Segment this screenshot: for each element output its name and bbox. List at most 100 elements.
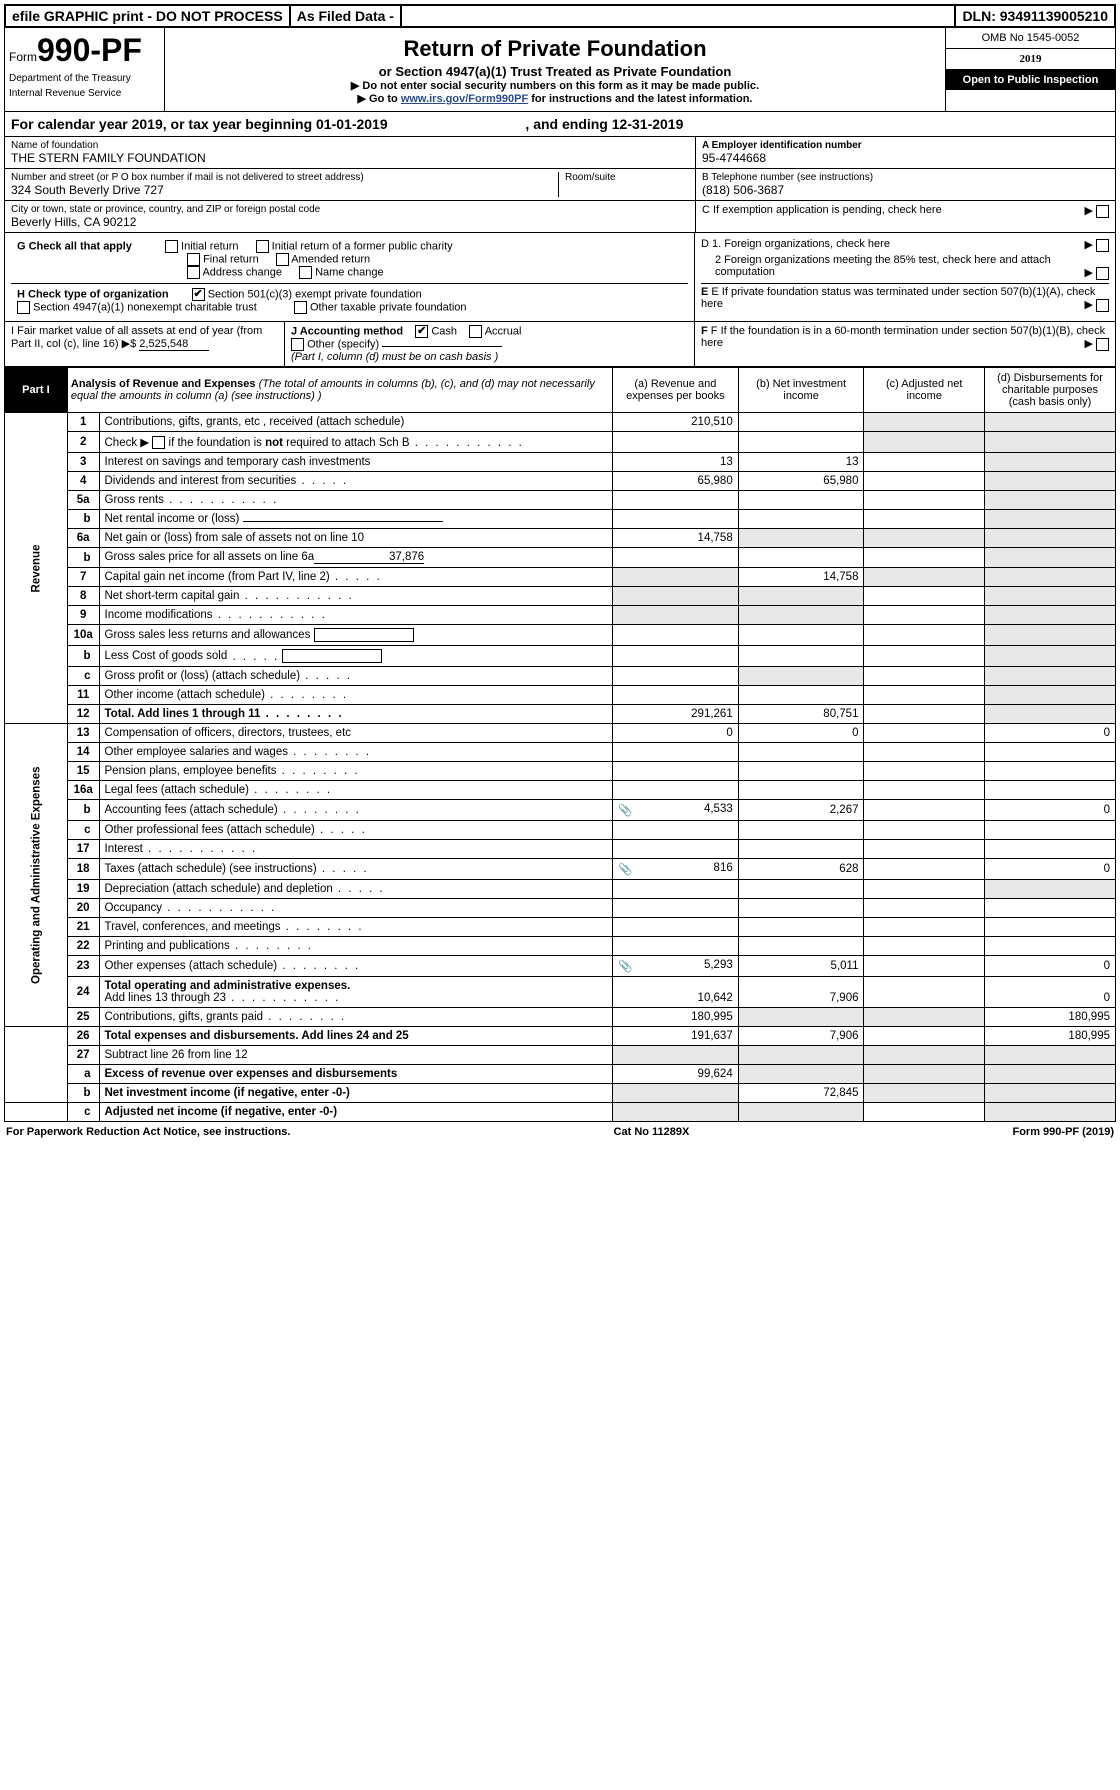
g-former-cb[interactable] xyxy=(256,240,269,253)
row-6a-a: 14,758 xyxy=(612,529,738,548)
g-final-cb[interactable] xyxy=(187,253,200,266)
e-cb[interactable] xyxy=(1096,299,1109,312)
instr-ssn: ▶ Do not enter social security numbers o… xyxy=(171,79,939,92)
form-header: Form990-PF Department of the Treasury In… xyxy=(4,28,1116,112)
form-prefix: Form xyxy=(9,50,37,64)
row-16a-num: 16a xyxy=(67,781,99,800)
j-accrual-cb[interactable] xyxy=(469,325,482,338)
row-5b-desc: Net rental income or (loss) xyxy=(99,510,612,529)
j-other: Other (specify) xyxy=(307,338,379,350)
row-27-desc: Subtract line 26 from line 12 xyxy=(99,1046,612,1065)
row-12-num: 12 xyxy=(67,705,99,724)
row-4-b: 65,980 xyxy=(738,472,864,491)
g-opt5: Address change xyxy=(202,266,282,278)
g-opt1: Initial return xyxy=(181,240,238,252)
row-25-num: 25 xyxy=(67,1008,99,1027)
row-27b-b: 72,845 xyxy=(738,1084,864,1103)
i-prefix: ▶$ xyxy=(122,338,140,350)
row-17-num: 17 xyxy=(67,840,99,859)
row-2-cb[interactable] xyxy=(152,436,165,449)
irs-link[interactable]: www.irs.gov/Form990PF xyxy=(401,93,528,105)
d2-cb[interactable] xyxy=(1096,267,1109,280)
c-label: C If exemption application is pending, c… xyxy=(702,204,942,216)
efile-label: efile GRAPHIC print - DO NOT PROCESS xyxy=(6,6,291,26)
row-23-a: 📎5,293 xyxy=(612,956,738,977)
row-16c-desc: Other professional fees (attach schedule… xyxy=(105,824,367,836)
row-14-desc: Other employee salaries and wages xyxy=(105,746,372,758)
row-26-b: 7,906 xyxy=(738,1027,864,1046)
h-4947-cb[interactable] xyxy=(17,301,30,314)
row-4-num: 4 xyxy=(67,472,99,491)
g-initial-cb[interactable] xyxy=(165,240,178,253)
row-27b-desc: Net investment income (if negative, ente… xyxy=(105,1087,350,1099)
j-label: J Accounting method xyxy=(291,325,403,337)
row-16c-num: c xyxy=(67,821,99,840)
d1-label: D 1. Foreign organizations, check here xyxy=(701,238,890,250)
row-24-num: 24 xyxy=(67,977,99,1008)
open-public-badge: Open to Public Inspection xyxy=(946,70,1115,90)
h-501c3-cb[interactable] xyxy=(192,288,205,301)
c-checkbox[interactable] xyxy=(1096,205,1109,218)
row-5b-num: b xyxy=(67,510,99,529)
row-18-a: 📎816 xyxy=(612,859,738,880)
row-27c-desc: Adjusted net income (if negative, enter … xyxy=(105,1106,338,1118)
row-20-desc: Occupancy xyxy=(105,902,277,914)
row-8-num: 8 xyxy=(67,587,99,606)
row-13-num: 13 xyxy=(67,724,99,743)
row-15-num: 15 xyxy=(67,762,99,781)
h-other-cb[interactable] xyxy=(294,301,307,314)
row-4-a: 65,980 xyxy=(612,472,738,491)
row-13-a: 0 xyxy=(612,724,738,743)
row-27a-a: 99,624 xyxy=(612,1065,738,1084)
omb-label: OMB No 1545-0052 xyxy=(946,28,1115,49)
instr-suffix: for instructions and the latest informat… xyxy=(531,93,752,105)
row-1-desc: Contributions, gifts, grants, etc , rece… xyxy=(99,413,612,432)
j-cash-cb[interactable] xyxy=(415,325,428,338)
row-7-desc: Capital gain net income (from Part IV, l… xyxy=(105,571,382,583)
row-8-desc: Net short-term capital gain xyxy=(105,590,354,602)
row-6a-num: 6a xyxy=(67,529,99,548)
row-22-desc: Printing and publications xyxy=(105,940,313,952)
row-19-desc: Depreciation (attach schedule) and deple… xyxy=(105,883,385,895)
row-18-d: 0 xyxy=(984,859,1115,880)
g-addrchg-cb[interactable] xyxy=(187,266,200,279)
d1-cb[interactable] xyxy=(1096,239,1109,252)
row-23-num: 23 xyxy=(67,956,99,977)
phone-value: (818) 506-3687 xyxy=(702,183,1109,197)
f-cb[interactable] xyxy=(1096,338,1109,351)
i-value: 2,525,548 xyxy=(139,338,209,351)
row-25-a: 180,995 xyxy=(612,1008,738,1027)
attach-icon[interactable]: 📎 xyxy=(618,862,632,876)
cal-text1: For calendar year 2019, or tax year begi… xyxy=(11,116,316,132)
g-opt4: Amended return xyxy=(291,253,370,265)
attach-icon[interactable]: 📎 xyxy=(618,803,632,817)
part-i-table: Part I Analysis of Revenue and Expenses … xyxy=(4,367,1116,1122)
d2-label: 2 Foreign organizations meeting the 85% … xyxy=(715,254,1051,278)
attach-icon[interactable]: 📎 xyxy=(618,959,632,973)
row-26-num: 26 xyxy=(67,1027,99,1046)
row-26-d: 180,995 xyxy=(984,1027,1115,1046)
row-17-desc: Interest xyxy=(105,843,258,855)
section-ijf: I Fair market value of all assets at end… xyxy=(4,322,1116,367)
row-3-b: 13 xyxy=(738,453,864,472)
row-18-desc: Taxes (attach schedule) (see instruction… xyxy=(105,863,369,875)
row-27a-num: a xyxy=(67,1065,99,1084)
h-label: H Check type of organization xyxy=(17,288,169,300)
row-7-num: 7 xyxy=(67,568,99,587)
cal-text2: , and ending xyxy=(525,116,611,132)
row-9-num: 9 xyxy=(67,606,99,625)
col-d-header: (d) Disbursements for charitable purpose… xyxy=(984,368,1115,413)
foundation-addr: 324 South Beverly Drive 727 xyxy=(11,183,552,197)
row-10b-num: b xyxy=(67,646,99,667)
row-10a-num: 10a xyxy=(67,625,99,646)
row-12-b: 80,751 xyxy=(738,705,864,724)
form-number: 990-PF xyxy=(37,32,142,68)
row-1-num: 1 xyxy=(67,413,99,432)
j-other-cb[interactable] xyxy=(291,338,304,351)
row-18-b: 628 xyxy=(738,859,864,880)
asfiled-label: As Filed Data - xyxy=(291,6,402,26)
row-6a-desc: Net gain or (loss) from sale of assets n… xyxy=(99,529,612,548)
g-amended-cb[interactable] xyxy=(276,253,289,266)
addr-label: Number and street (or P O box number if … xyxy=(11,172,552,183)
g-namechg-cb[interactable] xyxy=(299,266,312,279)
